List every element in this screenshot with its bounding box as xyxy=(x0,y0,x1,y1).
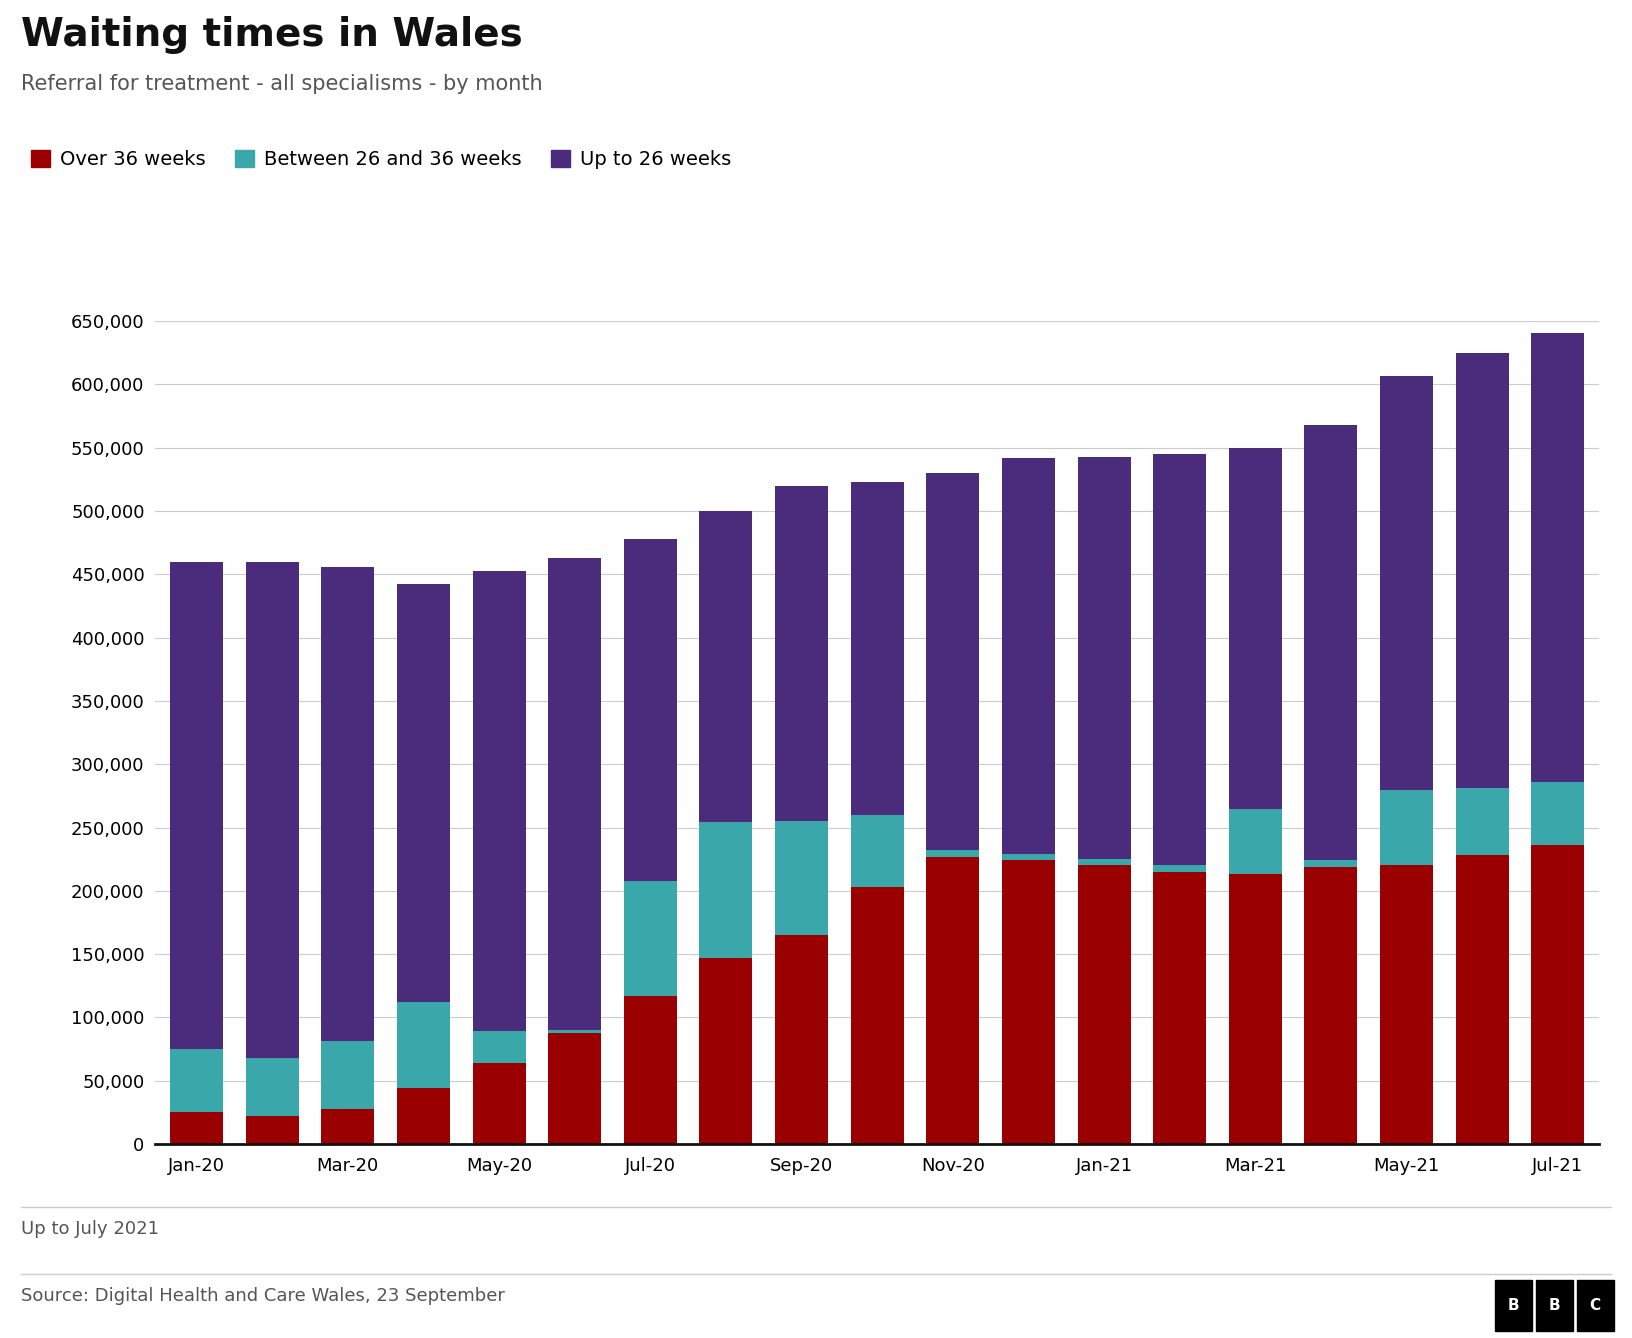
Bar xyxy=(473,1062,526,1144)
Bar xyxy=(1154,454,1206,866)
Bar xyxy=(1002,458,1054,854)
Bar xyxy=(1381,866,1433,1144)
Text: C: C xyxy=(1590,1298,1601,1314)
Bar xyxy=(1077,859,1131,866)
Bar xyxy=(850,887,904,1144)
Bar xyxy=(775,935,827,1144)
Bar xyxy=(1304,425,1358,860)
Bar xyxy=(170,1112,224,1144)
Bar xyxy=(1381,789,1433,866)
Bar xyxy=(322,1109,374,1144)
Text: Up to July 2021: Up to July 2021 xyxy=(21,1220,160,1238)
Bar xyxy=(850,815,904,887)
Bar xyxy=(1077,866,1131,1144)
Bar xyxy=(775,486,827,822)
Bar xyxy=(623,539,677,880)
Bar xyxy=(623,880,677,995)
Bar xyxy=(246,562,299,1058)
Bar xyxy=(1229,874,1281,1144)
Bar xyxy=(700,823,752,958)
Bar xyxy=(700,958,752,1144)
Bar xyxy=(700,511,752,823)
Bar xyxy=(322,1041,374,1109)
Bar xyxy=(246,1116,299,1144)
Bar xyxy=(1077,456,1131,859)
Bar xyxy=(1531,846,1585,1144)
Bar xyxy=(623,995,677,1144)
Bar xyxy=(1002,860,1054,1144)
Bar xyxy=(1456,353,1508,788)
Bar xyxy=(927,850,979,856)
Bar xyxy=(397,1088,450,1144)
Bar xyxy=(1304,860,1358,867)
Text: Waiting times in Wales: Waiting times in Wales xyxy=(21,16,522,54)
Bar xyxy=(1577,1280,1614,1331)
Bar xyxy=(1531,333,1585,781)
Bar xyxy=(775,822,827,935)
Bar xyxy=(1531,781,1585,846)
Bar xyxy=(1002,854,1054,860)
Bar xyxy=(548,1030,601,1033)
Bar xyxy=(1456,855,1508,1144)
Bar xyxy=(170,1049,224,1112)
Legend: Over 36 weeks, Between 26 and 36 weeks, Up to 26 weeks: Over 36 weeks, Between 26 and 36 weeks, … xyxy=(31,150,731,169)
Bar xyxy=(1229,808,1281,874)
Bar xyxy=(170,562,224,1049)
Text: Referral for treatment - all specialisms - by month: Referral for treatment - all specialisms… xyxy=(21,74,543,94)
Bar xyxy=(548,1033,601,1144)
Bar xyxy=(927,474,979,850)
Bar xyxy=(1495,1280,1531,1331)
Bar xyxy=(473,570,526,1032)
Bar xyxy=(397,585,450,1002)
Bar xyxy=(397,1002,450,1088)
Bar xyxy=(850,482,904,815)
Bar xyxy=(1304,867,1358,1144)
Text: B: B xyxy=(1508,1298,1519,1314)
Bar xyxy=(1229,448,1281,808)
Bar xyxy=(548,558,601,1030)
Bar xyxy=(1154,866,1206,872)
Bar xyxy=(1536,1280,1573,1331)
Bar xyxy=(322,567,374,1041)
Bar xyxy=(246,1058,299,1116)
Bar xyxy=(1456,788,1508,855)
Bar xyxy=(1381,376,1433,789)
Text: B: B xyxy=(1549,1298,1560,1314)
Bar xyxy=(473,1032,526,1062)
Bar xyxy=(1154,872,1206,1144)
Bar xyxy=(927,856,979,1144)
Text: Source: Digital Health and Care Wales, 23 September: Source: Digital Health and Care Wales, 2… xyxy=(21,1287,504,1305)
